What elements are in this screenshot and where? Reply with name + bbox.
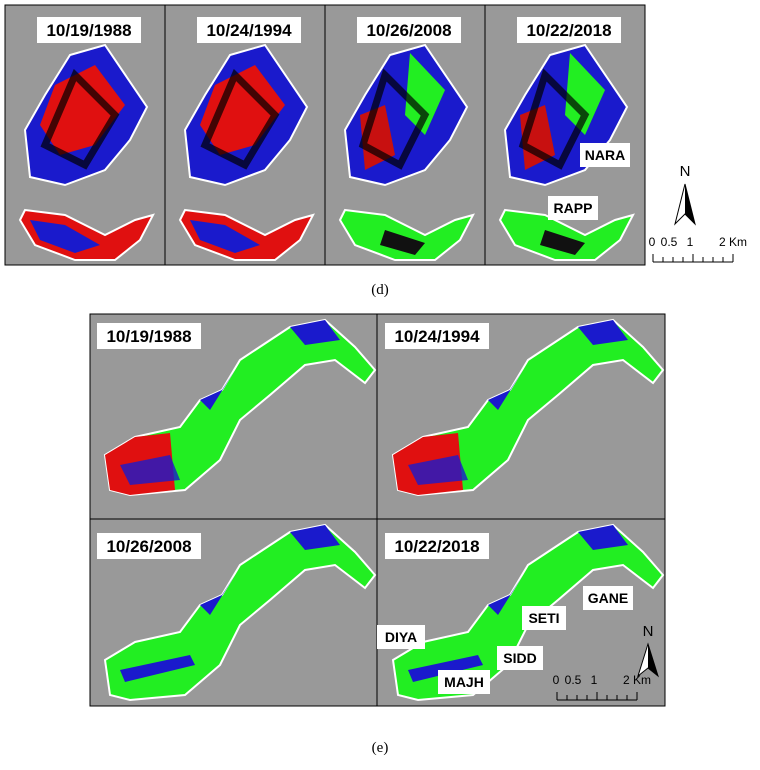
date-label: 10/19/1988: [46, 21, 131, 40]
region-label: NARA: [585, 147, 625, 163]
scale-label: 1: [591, 673, 598, 687]
region-label: GANE: [588, 590, 628, 606]
date-label: 10/24/1994: [206, 21, 292, 40]
region-label: MAJH: [444, 674, 484, 690]
date-label: 10/26/2008: [366, 21, 451, 40]
panel-d: 10/19/1988 10/24/1994 10/26/2008 10/22/2…: [5, 5, 645, 265]
scale-label: 2 Km: [719, 235, 747, 249]
scale-label: 0: [649, 235, 656, 249]
region-label: DIYA: [385, 629, 417, 645]
date-label: 10/24/1994: [394, 327, 480, 346]
scale-label: 2 Km: [623, 673, 651, 687]
caption: (e): [372, 740, 389, 756]
caption: (d): [371, 282, 389, 298]
north-arrow: N: [675, 163, 695, 224]
date-label: 10/26/2008: [106, 537, 191, 556]
scale-label: 1: [687, 235, 694, 249]
region-label: SETI: [528, 610, 559, 626]
scale-label: 0: [553, 673, 560, 687]
panel-e: 10/19/1988 10/24/1994 10/26/2008 10/22/2…: [90, 314, 665, 706]
region-label: RAPP: [554, 200, 593, 216]
scale-bar: 0 0.5 1 2 Km: [649, 235, 747, 262]
figure: 10/19/1988 10/24/1994 10/26/2008 10/22/2…: [0, 0, 760, 770]
scale-label: 0.5: [565, 673, 582, 687]
date-label: 10/22/2018: [526, 21, 611, 40]
region-label: SIDD: [503, 650, 536, 666]
north-label: N: [680, 163, 691, 180]
date-label: 10/22/2018: [394, 537, 479, 556]
scale-label: 0.5: [661, 235, 678, 249]
north-label: N: [643, 623, 654, 640]
date-label: 10/19/1988: [106, 327, 191, 346]
